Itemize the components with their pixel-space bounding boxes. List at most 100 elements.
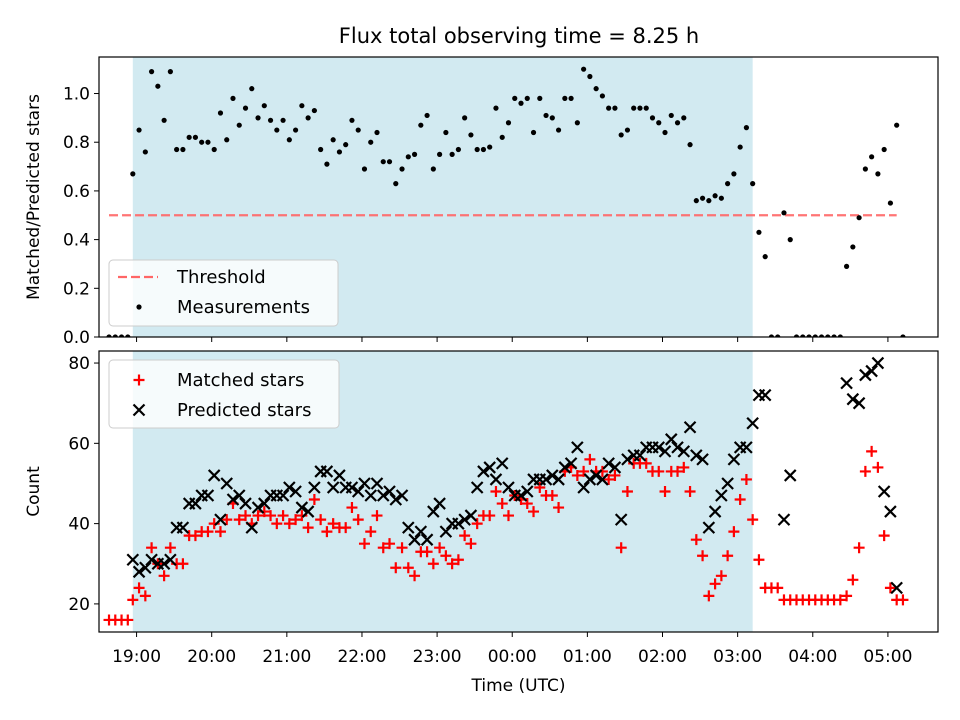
matched-star-point [164, 542, 176, 554]
predicted-star-point [621, 453, 634, 466]
matched-star-point [177, 558, 189, 570]
predicted-star-point [283, 481, 296, 494]
measurement-point [806, 334, 812, 337]
measurement-point [555, 127, 562, 133]
measurement-point [681, 115, 687, 121]
measurement-point [230, 95, 236, 101]
predicted-star-point [633, 449, 647, 462]
predicted-star-point [201, 489, 215, 502]
measurement-point [349, 117, 355, 123]
predicted-star-point [214, 513, 227, 526]
y-tick-label: 0.0 [63, 328, 90, 348]
measurement-point [674, 120, 681, 126]
measurement-point [606, 105, 612, 111]
x-tick-label: 01:00 [563, 647, 612, 667]
matched-star-point [290, 514, 302, 526]
y-axis-label-ratio: Matched/Predicted stars [24, 94, 44, 300]
measurement-point [856, 215, 862, 221]
measurement-point [211, 146, 217, 153]
predicted-star-point [458, 513, 471, 526]
measurement-point [631, 105, 637, 111]
predicted-star-point [145, 553, 158, 567]
matched-star-point [553, 502, 565, 514]
measurement-point [793, 334, 800, 337]
predicted-star-point [777, 513, 791, 526]
axes-frame [98, 350, 939, 633]
measurement-point [781, 210, 787, 216]
measurement-point [637, 105, 643, 111]
x-tick-label: 22:00 [337, 647, 386, 667]
matched-star-point [346, 502, 358, 514]
x-tick-label: 03:00 [713, 647, 762, 667]
measurement-point [443, 129, 449, 136]
predicted-star-point [433, 497, 446, 510]
predicted-star-point [502, 481, 515, 494]
matched-star-point [615, 542, 627, 554]
predicted-star-point [546, 469, 559, 482]
predicted-star-point [683, 420, 697, 434]
measurement-point [900, 334, 906, 337]
matched-star-point [672, 465, 684, 477]
axes-frame [98, 56, 939, 338]
matched-star-point [302, 522, 314, 534]
matched-star-point [158, 570, 170, 582]
y-tick-label: 0.4 [63, 231, 90, 251]
measurement-point [587, 73, 593, 80]
measurement-point [568, 95, 574, 101]
matched-star-point [377, 542, 389, 554]
measurement-point [112, 334, 118, 337]
matched-star-point [834, 594, 846, 606]
matched-star-point [396, 542, 408, 554]
measurement-point [418, 122, 424, 128]
measurement-point [399, 166, 405, 172]
matched-star-point [133, 582, 145, 594]
measurement-point [380, 159, 386, 165]
measurement-point [242, 105, 249, 111]
predicted-star-point [239, 497, 252, 510]
matched-star-point [740, 473, 752, 485]
legend-measurement-label: Measurements [177, 297, 310, 318]
x-tick-label: 00:00 [488, 647, 537, 667]
measurement-point [343, 142, 349, 148]
measurement-point [712, 193, 718, 199]
measurement-point [305, 115, 311, 121]
matched-star-point [327, 518, 339, 530]
measurement-point [125, 334, 131, 337]
measurement-point [386, 159, 393, 165]
predicted-star-point [671, 441, 684, 454]
matched-star-point [640, 457, 652, 469]
predicted-star-point [871, 356, 885, 370]
measurement-point [562, 95, 568, 101]
legend-box [108, 259, 339, 327]
measurement-point [411, 151, 418, 157]
predicted-star-point [351, 485, 365, 498]
matched-star-point [365, 526, 377, 538]
predicted-star-point [464, 509, 478, 522]
matched-star-point [841, 590, 853, 602]
matched-star-point [427, 558, 439, 570]
measurement-point [549, 115, 555, 121]
predicted-star-point [539, 473, 553, 486]
predicted-star-point [164, 553, 177, 567]
predicted-star-point [520, 485, 534, 498]
measurement-point [336, 149, 343, 155]
predicted-star-point [715, 489, 728, 502]
measurement-point [462, 115, 468, 121]
matched-star-point [358, 538, 370, 550]
measurement-point [224, 137, 230, 143]
predicted-star-point [552, 473, 565, 486]
predicted-star-point [583, 473, 597, 486]
measurement-point [468, 132, 474, 138]
predicted-star-point [840, 376, 853, 390]
predicted-star-point [740, 441, 753, 454]
measurement-point [374, 129, 380, 136]
y-tick-label: 0.6 [63, 182, 90, 202]
measurement-point [800, 334, 806, 337]
matched-star-point [122, 614, 134, 626]
y-tick-label: 80 [68, 354, 90, 374]
matched-star-point [139, 590, 151, 602]
predicted-star-point [226, 493, 240, 506]
measurement-point [280, 117, 286, 123]
matched-star-point [753, 554, 765, 566]
measurement-point [136, 127, 142, 133]
